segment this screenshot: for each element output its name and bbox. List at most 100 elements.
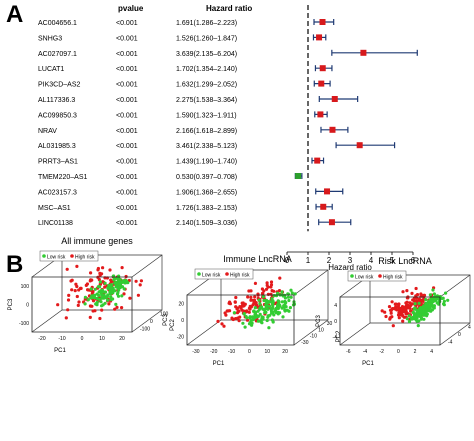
- pca-point: [442, 302, 446, 306]
- pca-point: [427, 304, 431, 308]
- pca-point: [230, 316, 234, 320]
- pca-point: [407, 314, 411, 318]
- pca-point: [258, 302, 262, 306]
- pca-point: [444, 291, 448, 295]
- pca-point: [84, 283, 88, 287]
- pca-point: [139, 279, 143, 283]
- pca-point: [253, 281, 257, 285]
- forest-x-tick-label: 0: [285, 256, 290, 265]
- pca-point: [414, 294, 418, 298]
- pca-point: [271, 299, 275, 303]
- gene-label: AC027097.1: [38, 51, 77, 58]
- gene-label: LINC01138: [38, 220, 73, 227]
- pca-point: [383, 310, 387, 314]
- pca-point: [99, 289, 103, 293]
- pca-point: [416, 324, 420, 328]
- pca-point: [122, 287, 126, 291]
- pca-point: [288, 306, 292, 310]
- pca-point: [407, 320, 412, 324]
- panel-b-letter: B: [6, 251, 23, 278]
- pvalue-cell: <0.001: [116, 20, 138, 27]
- pca-point: [422, 307, 426, 311]
- pca-box-edge: [439, 322, 471, 346]
- pca-point: [74, 282, 78, 286]
- pca-point: [100, 296, 104, 300]
- pvalue-cell: <0.001: [116, 174, 138, 181]
- pca-z-tick-label: -100: [19, 321, 29, 327]
- pca-box-front: [31, 276, 133, 333]
- pca-point: [414, 286, 418, 291]
- pca-point: [405, 317, 409, 321]
- gene-label: TMEM220–AS1: [38, 174, 88, 181]
- legend-low-risk-marker: [42, 254, 46, 258]
- pca-point: [389, 311, 393, 315]
- pca-point: [248, 315, 252, 319]
- pca-point: [242, 304, 246, 308]
- pca-point: [280, 306, 284, 310]
- pca-point: [106, 286, 110, 290]
- pca-point: [249, 318, 254, 322]
- pca-point: [92, 295, 96, 299]
- pca-point: [88, 279, 92, 283]
- pca-point: [280, 300, 284, 304]
- pca-point: [232, 311, 236, 315]
- pca-point: [243, 325, 247, 329]
- pca-point: [251, 298, 255, 302]
- pca-point: [98, 316, 102, 321]
- hazard-ratio-point: [317, 111, 324, 118]
- gene-label: SNHG3: [38, 35, 62, 42]
- pca-plot-title: All immune genes: [61, 236, 133, 246]
- pca-point: [265, 318, 269, 323]
- pca-point: [433, 297, 437, 301]
- pca-point: [270, 289, 274, 293]
- legend-high-risk-marker: [378, 274, 382, 278]
- legend-low-risk-marker: [197, 272, 201, 276]
- pca-point: [278, 276, 282, 280]
- pca-point: [402, 306, 406, 310]
- pca-point: [65, 267, 69, 271]
- pca-point: [246, 295, 250, 299]
- pca-point: [249, 289, 253, 293]
- pca-point: [264, 310, 268, 314]
- pca-point: [98, 285, 102, 289]
- hazard-ratio-cell: 2.140(1.509–3.036): [176, 220, 237, 227]
- legend-low-risk-marker: [350, 274, 354, 278]
- pca-point: [56, 303, 60, 307]
- pca-point: [410, 291, 414, 295]
- pca-point: [424, 309, 428, 314]
- pca-point: [97, 293, 101, 298]
- hazard-ratio-cell: 1.632(1.299–2.052): [176, 82, 237, 89]
- pca-point: [254, 303, 259, 307]
- pca-point: [422, 317, 426, 321]
- forest-x-tick-label: 1: [306, 256, 311, 265]
- pca-point: [254, 301, 258, 305]
- pca-point: [113, 307, 117, 311]
- pca-box-edge: [339, 322, 371, 346]
- pca-point: [406, 304, 410, 308]
- pca-point: [77, 300, 81, 304]
- pca-point: [88, 304, 92, 308]
- pca-point: [263, 307, 268, 311]
- pca-x-tick-label: -30: [192, 349, 199, 355]
- pca-point: [67, 293, 71, 297]
- pca-x-tick-label: 2: [414, 349, 417, 355]
- pca-z-axis-label: PC3: [8, 298, 14, 310]
- pca-z-tick-label: 20: [178, 301, 184, 307]
- legend-high-risk-label: High risk: [230, 272, 250, 278]
- pvalue-cell: <0.001: [116, 66, 138, 73]
- legend-low-risk-label: Low risk: [355, 274, 374, 280]
- pca-box-edge: [31, 309, 63, 333]
- pca-point: [97, 297, 101, 301]
- pca-point: [413, 315, 417, 319]
- pca-point: [404, 301, 408, 305]
- pca-point: [283, 296, 287, 300]
- forest-x-axis-label: Hazard ratio: [328, 263, 372, 272]
- legend-high-risk-marker: [225, 272, 229, 276]
- forest-rows: AC004656.1 <0.001 1.691(1.286–2.223) SNHG3 <…: [38, 20, 237, 227]
- pca-x-tick-label: -6: [346, 349, 351, 355]
- pca-point: [270, 311, 274, 315]
- pca-point: [280, 290, 284, 294]
- pca-point: [247, 310, 251, 314]
- pca-point: [390, 300, 394, 304]
- pca-point: [105, 295, 109, 299]
